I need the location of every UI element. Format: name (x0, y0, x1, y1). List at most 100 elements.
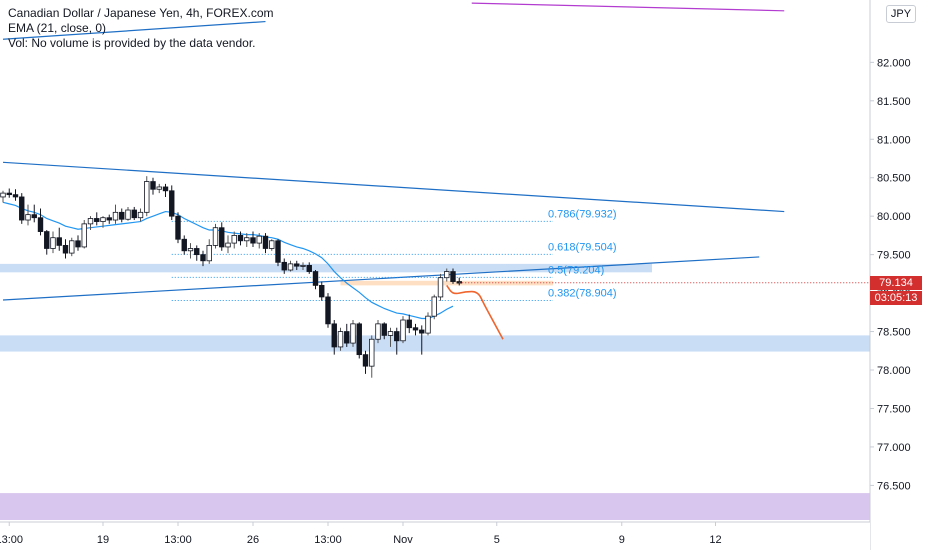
candle-body (344, 331, 350, 344)
candle-body (19, 196, 25, 221)
candle (150, 177, 156, 195)
candle-body (325, 296, 331, 325)
candle-body (394, 331, 400, 342)
candle-body (406, 319, 412, 329)
candle-body (156, 186, 162, 190)
currency-badge[interactable]: JPY (886, 5, 916, 23)
candle-body (369, 338, 375, 367)
candle (287, 260, 294, 272)
lower-trendline (2, 256, 760, 301)
candle-body (56, 237, 62, 246)
countdown-tag: 03:05:13 (870, 290, 922, 305)
candle-body (137, 211, 144, 219)
candle-body (144, 181, 150, 213)
candle (87, 216, 94, 231)
candle-body (150, 181, 156, 190)
candle-body (31, 214, 37, 219)
candle-body (169, 190, 175, 217)
candle (31, 204, 37, 223)
y-tick-label: 76.500 (877, 480, 911, 492)
candle (194, 245, 200, 261)
candle (450, 268, 456, 284)
candle (350, 320, 356, 347)
candle-body (294, 263, 300, 267)
candle (381, 322, 387, 340)
legend-ema: EMA (21, close, 0) (8, 21, 107, 35)
y-tick-label: 77.500 (877, 403, 911, 415)
candle-body (25, 214, 31, 221)
y-tick-label: 78.500 (877, 327, 911, 339)
candle (294, 260, 300, 271)
candle-body (375, 323, 381, 340)
top-purple-line (471, 2, 785, 12)
candle-body (69, 240, 75, 254)
orange-zone (340, 280, 553, 286)
candle (331, 320, 337, 355)
candle (75, 235, 81, 251)
candle-body (381, 323, 387, 336)
candle (300, 262, 306, 271)
candle-body (94, 218, 100, 222)
candle (81, 220, 87, 249)
candle (37, 208, 44, 236)
candle-body (100, 217, 106, 222)
candle-body (162, 186, 169, 192)
x-tick-label: 5 (494, 534, 500, 546)
candle (262, 233, 269, 254)
upper-trendline (2, 161, 785, 213)
candle-body (212, 227, 219, 246)
candle (425, 312, 431, 336)
candle (237, 231, 244, 246)
x-tick-label: 19 (97, 534, 109, 546)
candle-body (200, 254, 206, 262)
candle-body (75, 240, 81, 248)
y-tick-label: 80.500 (877, 173, 911, 185)
legend-volume: Vol: No volume is provided by the data v… (8, 36, 256, 50)
candle-body (387, 331, 394, 336)
candle-body (112, 211, 119, 221)
fib-label-0.382: 0.382(78.904) (548, 287, 617, 299)
candle-body (262, 235, 269, 249)
candle-body (219, 227, 225, 248)
candle (119, 208, 125, 223)
candle (406, 314, 412, 334)
candle (206, 239, 212, 264)
support-zone (0, 335, 870, 352)
candle (25, 204, 31, 226)
candle-body (206, 245, 212, 262)
candle-body (6, 192, 12, 196)
x-tick-label: 26 (247, 534, 259, 546)
candle (144, 176, 150, 217)
candle-body (400, 319, 406, 342)
x-tick-label: 13:00 (0, 534, 23, 546)
candle-body (312, 271, 319, 286)
candle-body (119, 211, 125, 220)
candle (444, 268, 450, 282)
candle (187, 243, 194, 259)
chart-legend: Canadian Dollar / Japanese Yen, 4h, FORE… (8, 6, 274, 51)
legend-title: Canadian Dollar / Japanese Yen, 4h, FORE… (8, 6, 274, 20)
candle-body (131, 209, 137, 219)
x-tick-label: 9 (619, 534, 625, 546)
candle (156, 183, 162, 194)
candle-body (194, 248, 200, 256)
candle-body (81, 223, 87, 248)
x-tick-label: 12 (709, 534, 721, 546)
current-price-tag: 79.134 (870, 275, 922, 290)
candle (50, 231, 56, 254)
candle (62, 239, 69, 259)
candle-body (275, 240, 281, 263)
candle-body (444, 271, 450, 279)
candle (6, 188, 12, 198)
candle (225, 235, 231, 254)
candle (162, 183, 169, 197)
candle (100, 216, 106, 228)
candle-body (450, 271, 456, 282)
x-tick-label: 13:00 (314, 534, 342, 546)
candle (400, 316, 406, 344)
candle-body (362, 354, 369, 367)
fib-label-0.618: 0.618(79.504) (548, 241, 617, 253)
candle (200, 250, 206, 267)
